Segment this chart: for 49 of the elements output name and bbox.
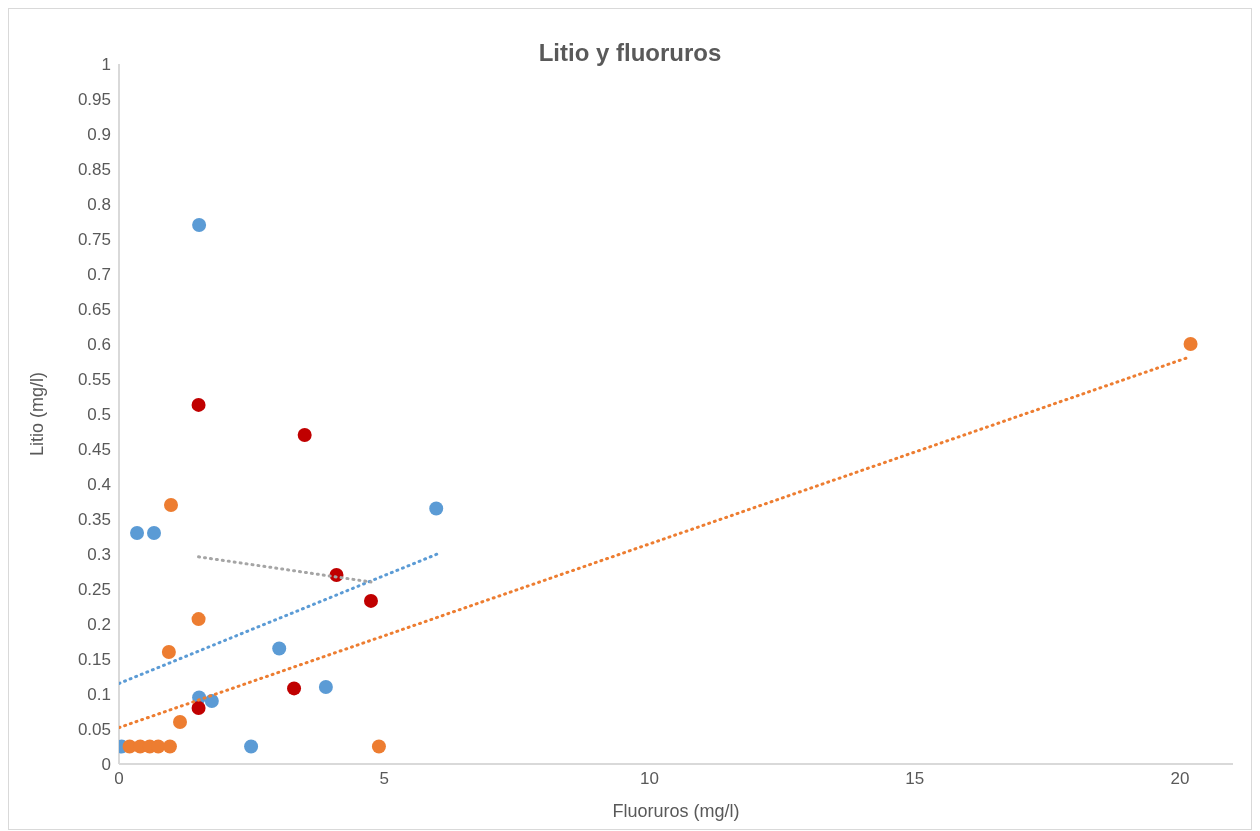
y-tick-label: 0.4: [87, 475, 111, 495]
y-tick-label: 0.3: [87, 545, 111, 565]
point: [429, 501, 444, 516]
point: [191, 397, 206, 412]
x-tick-label: 5: [379, 769, 389, 789]
point: [162, 739, 177, 754]
y-tick-label: 0.35: [77, 510, 111, 530]
y-tick-label: 1: [101, 55, 111, 75]
point: [287, 681, 302, 696]
point: [191, 612, 206, 627]
point: [147, 526, 162, 540]
y-tick-label: 0.85: [77, 160, 111, 180]
y-tick-label: 0.95: [77, 90, 111, 110]
y-tick-label: 0.55: [77, 370, 111, 390]
point: [318, 680, 333, 694]
point: [297, 428, 312, 442]
point: [191, 701, 206, 715]
y-tick-label: 0.5: [87, 405, 111, 425]
y-tick-label: 0.25: [77, 580, 111, 600]
point: [272, 641, 287, 656]
x-axis-title: Fluoruros (mg/l): [612, 801, 740, 821]
y-axis-title: Litio (mg/l): [27, 371, 48, 457]
y-tick-label: 0.1: [87, 685, 111, 705]
y-tick-label: 0.9: [87, 125, 111, 145]
y-tick-label: 0.65: [77, 300, 111, 320]
y-tick-label: 0.45: [77, 440, 111, 460]
point: [161, 645, 176, 659]
y-tick-label: 0.2: [87, 615, 111, 635]
point: [1183, 337, 1198, 351]
point: [363, 593, 378, 608]
y-tick-label: 0: [101, 755, 111, 775]
point: [173, 715, 188, 729]
y-tick-label: 0.05: [77, 720, 111, 740]
y-tick-label: 0.75: [77, 230, 111, 250]
x-tick-label: 20: [1170, 769, 1190, 789]
x-tick-label: 10: [640, 769, 659, 789]
x-tick-label: 15: [905, 769, 925, 789]
y-tick-label: 0.7: [87, 265, 111, 285]
chart-title: Litio y fluoruros: [538, 39, 722, 66]
point: [130, 526, 145, 540]
y-tick-label: 0.8: [87, 195, 111, 215]
point: [204, 694, 219, 708]
point: [163, 498, 178, 512]
x-tick-label: 0: [114, 769, 124, 789]
point: [244, 739, 259, 754]
point: [371, 739, 386, 754]
point: [192, 218, 207, 232]
y-tick-label: 0.6: [87, 335, 111, 355]
y-tick-label: 0.15: [77, 650, 111, 670]
